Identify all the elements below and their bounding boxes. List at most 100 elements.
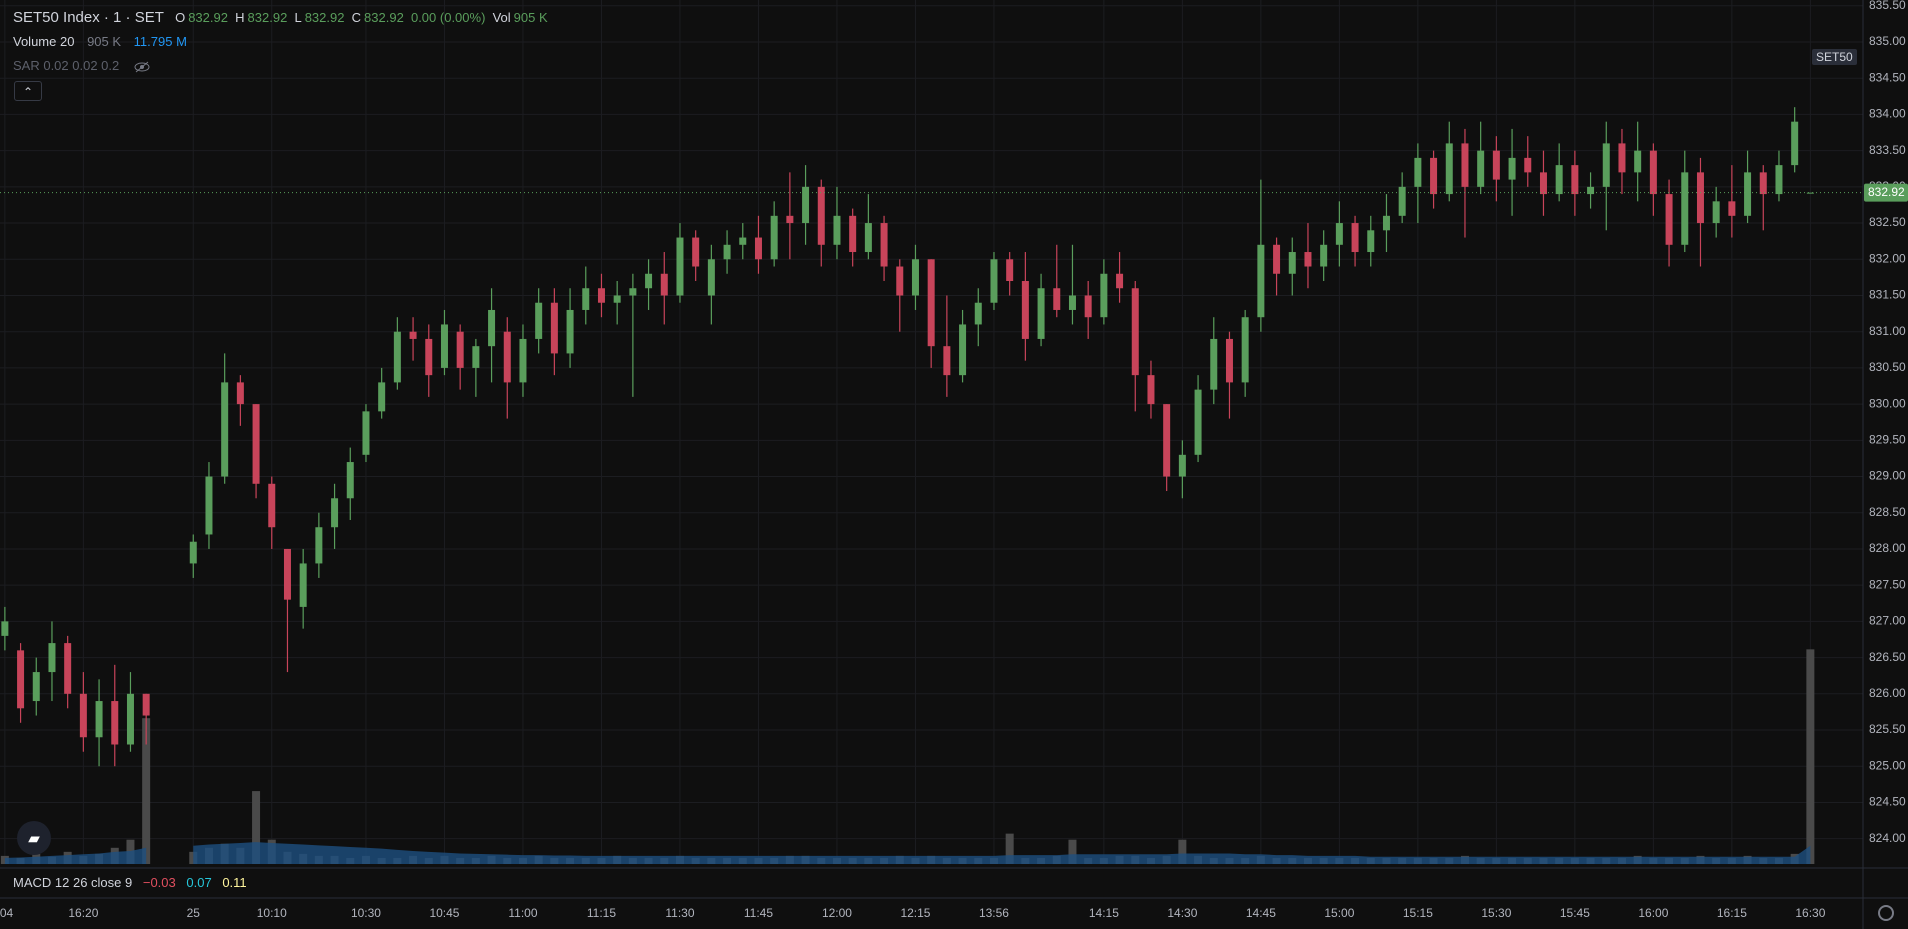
candle-body bbox=[362, 411, 370, 455]
x-tick-label: 16:15 bbox=[1717, 906, 1747, 920]
x-tick-label: 15:15 bbox=[1403, 906, 1433, 920]
x-tick-label: 15:30 bbox=[1481, 906, 1511, 920]
candle-body bbox=[409, 331, 417, 339]
x-tick-label: 16:20 bbox=[68, 906, 98, 920]
collapse-button[interactable]: ⌃ bbox=[14, 81, 42, 101]
x-tick-label: 10:30 bbox=[351, 906, 381, 920]
x-tick-label: 25 bbox=[187, 906, 201, 920]
candle-body bbox=[17, 650, 25, 709]
y-tick-label: 832.50 bbox=[1869, 215, 1906, 229]
change: 0.00 (0.00%) bbox=[410, 10, 486, 25]
settings-button[interactable] bbox=[1878, 905, 1894, 921]
candle-body bbox=[817, 186, 825, 245]
sar-legend[interactable]: SAR 0.02 0.02 0.2 bbox=[13, 58, 150, 73]
candle-body bbox=[1367, 230, 1375, 253]
candle-body bbox=[1194, 389, 1202, 455]
candle-body bbox=[1084, 295, 1092, 318]
candle-body bbox=[535, 302, 543, 339]
candle-body bbox=[1571, 165, 1579, 195]
candle-body bbox=[205, 476, 213, 535]
macd-hist: −0.03 bbox=[142, 875, 176, 890]
candle-body bbox=[1477, 150, 1485, 187]
candle-body bbox=[1791, 121, 1799, 166]
x-tick-label: 14:45 bbox=[1246, 906, 1276, 920]
macd-legend[interactable]: MACD 12 26 close 9 −0.03 0.07 0.11 bbox=[13, 875, 250, 890]
volume-value: 905 K bbox=[87, 34, 122, 49]
y-tick-label: 829.00 bbox=[1869, 469, 1906, 483]
x-tick-label: 10:45 bbox=[429, 906, 459, 920]
candle-body bbox=[64, 643, 72, 694]
candle-body bbox=[283, 548, 291, 600]
candle-body bbox=[974, 302, 982, 325]
x-tick-label: 13:56 bbox=[979, 906, 1009, 920]
x-tick-label: 15:00 bbox=[1324, 906, 1354, 920]
candle-body bbox=[896, 266, 904, 296]
y-tick-label: 825.00 bbox=[1869, 758, 1906, 772]
macd-signal: 0.11 bbox=[222, 875, 247, 890]
candle-body bbox=[1163, 404, 1171, 477]
candle-body bbox=[440, 324, 448, 368]
candle-body bbox=[1759, 172, 1767, 195]
y-tick-label: 824.50 bbox=[1869, 795, 1906, 809]
candle-body bbox=[378, 382, 386, 412]
candle-body bbox=[582, 288, 590, 310]
candle-body bbox=[1665, 194, 1673, 245]
vol: 905 K bbox=[513, 10, 548, 25]
macd-value: 0.07 bbox=[186, 875, 212, 890]
candle-body bbox=[315, 527, 323, 564]
x-tick-label: 16:00 bbox=[1638, 906, 1668, 920]
volume-legend[interactable]: Volume 20 905 K 11.795 M bbox=[13, 34, 190, 49]
candle-body bbox=[189, 541, 197, 564]
candle-body bbox=[1649, 150, 1657, 195]
h-label: H bbox=[235, 10, 245, 25]
logo[interactable]: ▰ bbox=[17, 821, 51, 855]
hide-icon[interactable] bbox=[134, 61, 150, 73]
y-tick-label: 834.00 bbox=[1869, 107, 1906, 121]
volume-bar bbox=[142, 718, 151, 864]
candle-body bbox=[488, 309, 496, 347]
x-tick-label: 11:15 bbox=[587, 906, 616, 920]
candle-body bbox=[1618, 143, 1626, 173]
vol-label: Vol bbox=[492, 10, 511, 25]
candle-body bbox=[519, 338, 527, 383]
o-label: O bbox=[175, 10, 186, 25]
candle-body bbox=[142, 693, 150, 716]
x-tick-label: :04 bbox=[0, 906, 14, 920]
candle-body bbox=[1775, 165, 1783, 195]
y-tick-label: 830.50 bbox=[1869, 360, 1906, 374]
volume-name: Volume 20 bbox=[13, 34, 75, 49]
candle-body bbox=[1241, 317, 1249, 383]
candle-body bbox=[770, 215, 778, 260]
candle-body bbox=[786, 215, 794, 224]
candle-body bbox=[503, 331, 511, 383]
candle-body bbox=[95, 701, 103, 738]
y-tick-label: 826.00 bbox=[1869, 686, 1906, 700]
candle-body bbox=[1257, 244, 1265, 318]
candle-body bbox=[1445, 143, 1453, 195]
y-tick-label: 832.00 bbox=[1869, 251, 1906, 265]
volume-bar bbox=[1178, 839, 1187, 864]
candle-body bbox=[739, 237, 747, 245]
candle-body bbox=[1147, 375, 1155, 405]
candle-body bbox=[1, 621, 9, 636]
volume-bar bbox=[252, 791, 261, 864]
price-axis-bg bbox=[1863, 0, 1908, 929]
candle-body bbox=[32, 672, 40, 702]
volume-bar bbox=[1068, 839, 1077, 864]
candle-body bbox=[1555, 165, 1563, 195]
open: 832.92 bbox=[188, 10, 228, 25]
candle-body bbox=[1304, 252, 1312, 267]
macd-name: MACD 12 26 close 9 bbox=[13, 875, 133, 890]
candle-body bbox=[723, 244, 731, 260]
symbol-tag: SET50 bbox=[1812, 49, 1857, 65]
candle-body bbox=[566, 309, 574, 354]
candle-body bbox=[472, 346, 480, 368]
candle-body bbox=[927, 259, 935, 347]
candle-body bbox=[1131, 288, 1139, 376]
candle-body bbox=[111, 701, 119, 745]
x-tick-label: 11:00 bbox=[508, 906, 537, 920]
candle-body bbox=[707, 259, 715, 296]
candle-body bbox=[1351, 223, 1359, 253]
candle-body bbox=[1712, 201, 1720, 224]
